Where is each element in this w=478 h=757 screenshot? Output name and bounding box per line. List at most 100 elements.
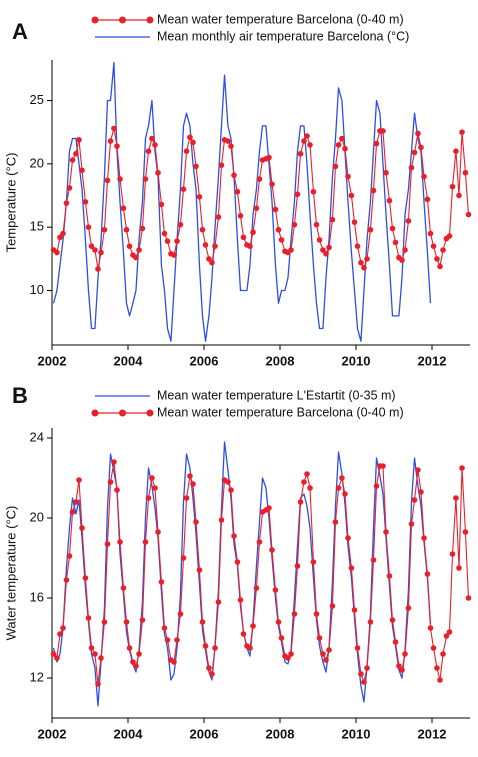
data-point [275, 619, 282, 625]
data-point [364, 665, 370, 671]
y-tick-label: 25 [30, 92, 44, 107]
data-point [133, 254, 139, 261]
data-point [329, 603, 336, 609]
x-tick-label: 2002 [38, 353, 67, 368]
x-tick-label: 2006 [190, 726, 219, 741]
x-tick-label: 2008 [266, 353, 295, 368]
data-point [76, 477, 82, 483]
data-point [133, 663, 139, 669]
data-point [415, 467, 421, 473]
data-point [449, 183, 456, 190]
data-point [79, 525, 85, 531]
data-point [408, 521, 415, 527]
data-point [415, 130, 421, 137]
data-point [171, 252, 177, 258]
data-point [66, 553, 73, 559]
data-point [139, 225, 146, 232]
data-point [301, 479, 307, 485]
y-tick-label: 24 [30, 429, 44, 444]
data-point [332, 163, 339, 170]
data-point [342, 145, 348, 152]
y-tick-label: 10 [30, 282, 44, 297]
data-point [449, 551, 456, 557]
data-point [206, 665, 212, 671]
data-point [320, 247, 326, 253]
data-point [199, 619, 206, 625]
data-point [278, 635, 285, 641]
data-point [364, 256, 370, 262]
data-point [101, 226, 108, 233]
data-point [399, 257, 405, 263]
data-point [294, 563, 301, 569]
data-point [215, 214, 222, 220]
data-point [183, 495, 190, 501]
data-point [430, 645, 437, 651]
data-point [196, 567, 203, 573]
data-point [361, 264, 367, 271]
data-point [373, 483, 380, 489]
data-point [256, 176, 263, 182]
data-point [161, 625, 168, 631]
data-point [408, 164, 415, 171]
data-point [304, 133, 310, 139]
data-point [329, 216, 336, 223]
data-point [237, 213, 244, 219]
legend-marker [119, 409, 126, 417]
data-point [149, 135, 155, 142]
data-point [380, 463, 386, 469]
data-point [253, 585, 260, 591]
x-tick-label: 2006 [190, 353, 219, 368]
data-point [120, 585, 127, 591]
data-point [225, 479, 231, 485]
data-point [66, 185, 73, 191]
data-point [294, 191, 301, 198]
data-point [339, 135, 345, 142]
data-point [69, 157, 76, 163]
data-point [107, 138, 114, 144]
y-tick-label: 12 [30, 669, 44, 684]
data-point [234, 559, 241, 565]
data-point [114, 487, 120, 493]
data-point [149, 475, 155, 481]
legend-marker [146, 16, 154, 24]
data-point [104, 541, 111, 547]
data-point [253, 205, 260, 211]
legend-marker [91, 16, 99, 24]
data-point [323, 657, 329, 663]
data-point [60, 230, 66, 237]
data-point [434, 256, 440, 262]
data-point [98, 249, 104, 256]
data-point [269, 181, 275, 187]
data-point [50, 651, 57, 657]
data-point [392, 239, 399, 246]
data-point [130, 659, 136, 665]
data-point [202, 643, 209, 649]
data-point [465, 595, 472, 601]
data-point [285, 655, 291, 661]
data-point [215, 599, 222, 605]
data-point [152, 485, 158, 491]
data-point [164, 238, 171, 244]
data-point [60, 625, 66, 631]
data-point [187, 473, 193, 479]
data-point [177, 611, 184, 617]
panel-letter: B [12, 383, 28, 408]
data-point [345, 173, 351, 180]
data-point [411, 497, 418, 503]
data-point [92, 651, 98, 657]
data-point [446, 629, 453, 635]
data-point [418, 144, 424, 151]
data-point [79, 167, 85, 173]
data-point [114, 143, 120, 149]
data-point [180, 555, 187, 561]
data-point [85, 224, 92, 230]
y-axis-title: Water temperature (°C) [3, 506, 18, 641]
legend-marker [91, 409, 99, 417]
data-point [351, 607, 358, 613]
data-point [247, 243, 253, 249]
y-tick-label: 20 [30, 509, 44, 524]
data-point [152, 142, 158, 148]
y-tick-label: 20 [30, 155, 44, 170]
data-point [193, 519, 199, 525]
